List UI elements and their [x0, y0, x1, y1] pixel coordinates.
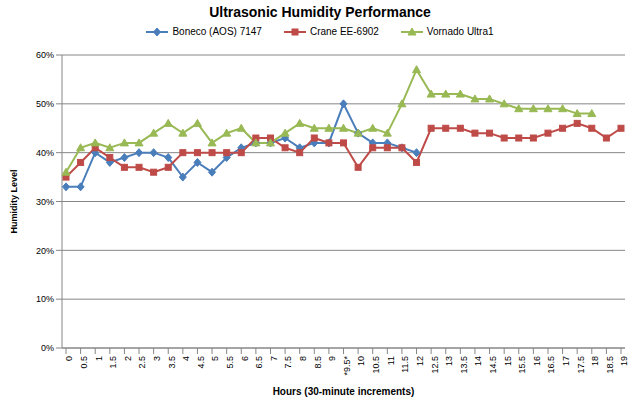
svg-text:4: 4	[181, 356, 191, 361]
svg-text:0.5: 0.5	[79, 356, 89, 369]
svg-text:6.5: 6.5	[254, 356, 264, 369]
svg-text:16.5: 16.5	[546, 356, 556, 374]
svg-text:40%: 40%	[36, 148, 54, 158]
svg-text:1.5: 1.5	[108, 356, 118, 369]
svg-text:14.5: 14.5	[488, 356, 498, 374]
svg-text:13: 13	[444, 356, 454, 366]
html-text:Crane EE-6902: Crane EE-6902	[309, 26, 379, 37]
svg-text:*9.5*: *9.5*	[342, 356, 352, 376]
svg-text:20%: 20%	[36, 246, 54, 256]
svg-text:15: 15	[503, 356, 513, 366]
svg-text:10: 10	[356, 356, 366, 366]
svg-text:Hours (30-minute increments): Hours (30-minute increments)	[273, 386, 415, 397]
svg-text:19: 19	[619, 356, 629, 366]
svg-text:8.5: 8.5	[313, 356, 323, 369]
svg-text:2: 2	[123, 356, 133, 361]
svg-text:3.5: 3.5	[167, 356, 177, 369]
svg-text:50%: 50%	[36, 99, 54, 109]
svg-text:10.5: 10.5	[371, 356, 381, 374]
svg-text:5.5: 5.5	[225, 356, 235, 369]
svg-text:11: 11	[386, 356, 396, 365]
svg-text:4.5: 4.5	[196, 356, 206, 369]
svg-text:30%: 30%	[36, 197, 54, 207]
svg-text:18: 18	[590, 356, 600, 366]
svg-text:3: 3	[152, 356, 162, 361]
svg-text:6: 6	[240, 356, 250, 361]
svg-text:2.5: 2.5	[137, 356, 147, 369]
svg-text:5: 5	[210, 356, 220, 361]
html-text:Vornado Ultra1: Vornado Ultra1	[426, 26, 494, 37]
svg-text:15.5: 15.5	[517, 356, 527, 374]
svg-text:17.5: 17.5	[576, 356, 586, 374]
svg-text:9: 9	[327, 356, 337, 361]
svg-text:17: 17	[561, 356, 571, 366]
svg-text:1: 1	[94, 356, 104, 361]
svg-text:18.5: 18.5	[605, 356, 615, 374]
svg-text:0%: 0%	[41, 343, 54, 353]
svg-text:7.5: 7.5	[283, 356, 293, 369]
html-text:Boneco (AOS) 7147: Boneco (AOS) 7147	[172, 26, 262, 37]
svg-text:11.5: 11.5	[400, 356, 410, 373]
svg-text:12: 12	[415, 356, 425, 366]
svg-text:0: 0	[64, 356, 74, 361]
svg-text:8: 8	[298, 356, 308, 361]
svg-text:10%: 10%	[36, 294, 54, 304]
svg-text:7: 7	[269, 356, 279, 361]
svg-text:12.5: 12.5	[430, 356, 440, 374]
svg-text:Humidity Level: Humidity Level	[9, 169, 19, 233]
svg-text:14: 14	[473, 356, 483, 366]
html-text:Ultrasonic Humidity Performanc: Ultrasonic Humidity Performance	[209, 4, 431, 20]
svg-text:60%: 60%	[36, 50, 54, 60]
svg-text:16: 16	[532, 356, 542, 366]
svg-text:13.5: 13.5	[459, 356, 469, 374]
